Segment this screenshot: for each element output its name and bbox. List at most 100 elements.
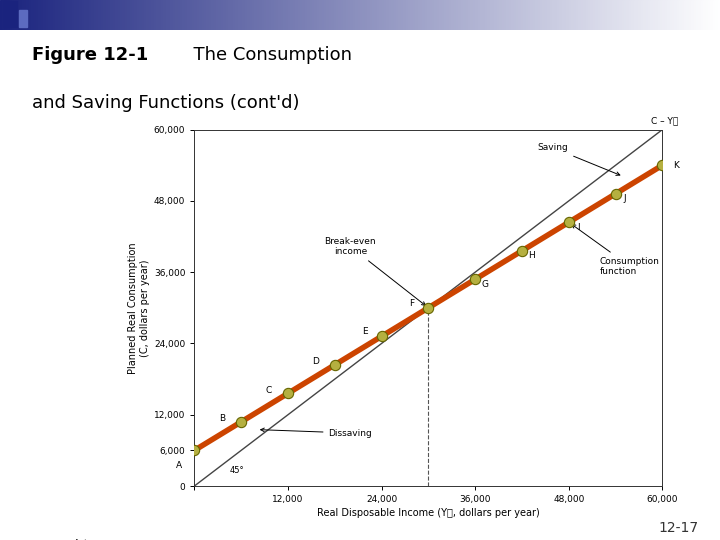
Bar [329, 0, 331, 30]
Bar [545, 0, 547, 30]
Text: H: H [528, 251, 535, 260]
Bar [276, 0, 279, 30]
Bar [461, 0, 463, 30]
Bar [595, 0, 598, 30]
Bar [427, 0, 430, 30]
Bar [204, 0, 207, 30]
Bar [99, 0, 101, 30]
Bar [139, 0, 142, 30]
Bar [120, 0, 122, 30]
Bar [583, 0, 585, 30]
Bar [593, 0, 595, 30]
Bar [605, 0, 607, 30]
Bar [639, 0, 641, 30]
Bar [451, 0, 454, 30]
Bar [689, 0, 691, 30]
Bar [218, 0, 221, 30]
Bar [425, 0, 427, 30]
Bar [482, 0, 485, 30]
Bar [166, 0, 168, 30]
Bar [271, 0, 274, 30]
Bar [646, 0, 648, 30]
Point [469, 275, 481, 284]
Bar [446, 0, 449, 30]
Bar [48, 0, 50, 30]
Bar [636, 0, 639, 30]
Bar [43, 0, 45, 30]
Bar [341, 0, 343, 30]
Bar [684, 0, 686, 30]
Text: 45°: 45° [230, 466, 245, 475]
Bar [374, 0, 377, 30]
Bar [182, 0, 185, 30]
Bar [317, 0, 319, 30]
Bar [216, 0, 218, 30]
Bar [235, 0, 238, 30]
Bar [655, 0, 657, 30]
Bar [63, 0, 65, 30]
Bar [567, 0, 569, 30]
Bar [113, 0, 115, 30]
Point [189, 446, 200, 455]
Point [516, 246, 528, 255]
Bar [228, 0, 230, 30]
Bar [423, 0, 425, 30]
Bar [158, 0, 161, 30]
Bar [173, 0, 175, 30]
Point [610, 190, 621, 198]
Bar [180, 0, 182, 30]
Bar [79, 0, 81, 30]
Bar [326, 0, 329, 30]
Bar [89, 0, 91, 30]
Bar [490, 0, 492, 30]
Bar [336, 0, 338, 30]
Bar [703, 0, 706, 30]
Bar [562, 0, 564, 30]
Text: G: G [481, 280, 488, 288]
Bar [60, 0, 63, 30]
Bar [108, 0, 110, 30]
Bar [610, 0, 612, 30]
Bar [103, 0, 106, 30]
Bar [199, 0, 202, 30]
Bar [679, 0, 682, 30]
Bar [372, 0, 374, 30]
Bar [202, 0, 204, 30]
Bar [86, 0, 89, 30]
Bar [463, 0, 466, 30]
Bar [701, 0, 703, 30]
Bar [379, 0, 382, 30]
Text: D: D [312, 357, 319, 366]
Bar [185, 0, 187, 30]
Bar [117, 0, 120, 30]
Bar [351, 0, 353, 30]
Bar [29, 0, 31, 30]
Text: Figure 12-1: Figure 12-1 [32, 46, 148, 64]
Bar [549, 0, 552, 30]
Bar [288, 0, 290, 30]
Bar [197, 0, 199, 30]
Bar [240, 0, 243, 30]
Bar [626, 0, 629, 30]
Bar [77, 0, 79, 30]
Text: I: I [577, 222, 580, 232]
Bar [2, 0, 5, 30]
Bar [420, 0, 423, 30]
Bar [14, 0, 17, 30]
Bar [401, 0, 403, 30]
Bar [617, 0, 619, 30]
Bar [557, 0, 559, 30]
Bar [619, 0, 621, 30]
Bar [74, 0, 77, 30]
Bar [360, 0, 362, 30]
Bar [27, 0, 29, 30]
Point [376, 332, 387, 341]
Bar [297, 0, 300, 30]
Bar [677, 0, 679, 30]
Bar [283, 0, 286, 30]
Bar [168, 0, 171, 30]
Bar [31, 0, 34, 30]
Bar [12, 0, 14, 30]
Bar [58, 0, 60, 30]
Bar [698, 0, 701, 30]
